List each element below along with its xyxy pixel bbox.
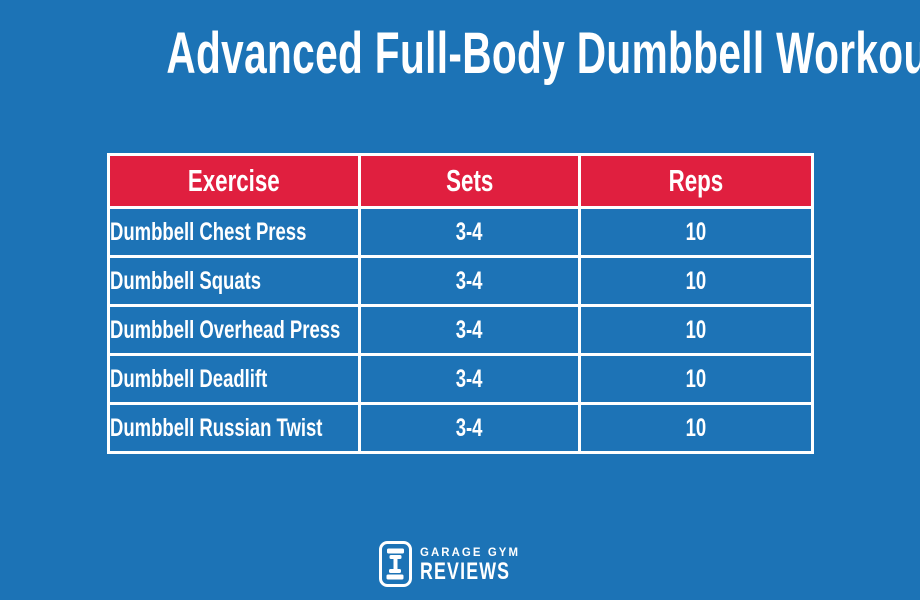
- logo-text: GARAGE GYM REVIEWS: [420, 544, 542, 584]
- table-row: Dumbbell Squats 3-4 10: [107, 255, 814, 307]
- workout-table: Exercise Sets Reps Dumbbell Chest Press …: [107, 153, 814, 454]
- garage-gym-reviews-logo: GARAGE GYM REVIEWS: [0, 540, 920, 587]
- page-title-text: Advanced Full-Body Dumbbell Workout: [166, 21, 920, 86]
- table-header-row: Exercise Sets Reps: [107, 153, 814, 209]
- cell-exercise: Dumbbell Chest Press: [107, 206, 361, 258]
- cell-reps: 10: [578, 206, 814, 258]
- cell-sets: 3-4: [358, 353, 581, 405]
- cell-reps: 10: [578, 255, 814, 307]
- dumbbell-icon: [378, 540, 412, 587]
- table-row: Dumbbell Deadlift 3-4 10: [107, 353, 814, 405]
- logo-line-garage-gym: GARAGE GYM: [419, 544, 520, 559]
- column-header-exercise: Exercise: [107, 153, 361, 209]
- cell-sets: 3-4: [358, 402, 581, 454]
- cell-exercise: Dumbbell Deadlift: [107, 353, 361, 405]
- page-title: Advanced Full-Body Dumbbell Workout: [0, 25, 920, 91]
- cell-reps: 10: [578, 353, 814, 405]
- table-row: Dumbbell Russian Twist 3-4 10: [107, 402, 814, 454]
- cell-sets: 3-4: [358, 304, 581, 356]
- cell-exercise: Dumbbell Russian Twist: [107, 402, 361, 454]
- cell-exercise: Dumbbell Squats: [107, 255, 361, 307]
- column-header-reps: Reps: [578, 153, 814, 209]
- cell-reps: 10: [578, 304, 814, 356]
- cell-exercise: Dumbbell Overhead Press: [107, 304, 361, 356]
- table-row: Dumbbell Overhead Press 3-4 10: [107, 304, 814, 356]
- logo-line-reviews: REVIEWS: [419, 557, 510, 585]
- cell-sets: 3-4: [358, 206, 581, 258]
- cell-sets: 3-4: [358, 255, 581, 307]
- cell-reps: 10: [578, 402, 814, 454]
- column-header-sets: Sets: [358, 153, 581, 209]
- table-row: Dumbbell Chest Press 3-4 10: [107, 206, 814, 258]
